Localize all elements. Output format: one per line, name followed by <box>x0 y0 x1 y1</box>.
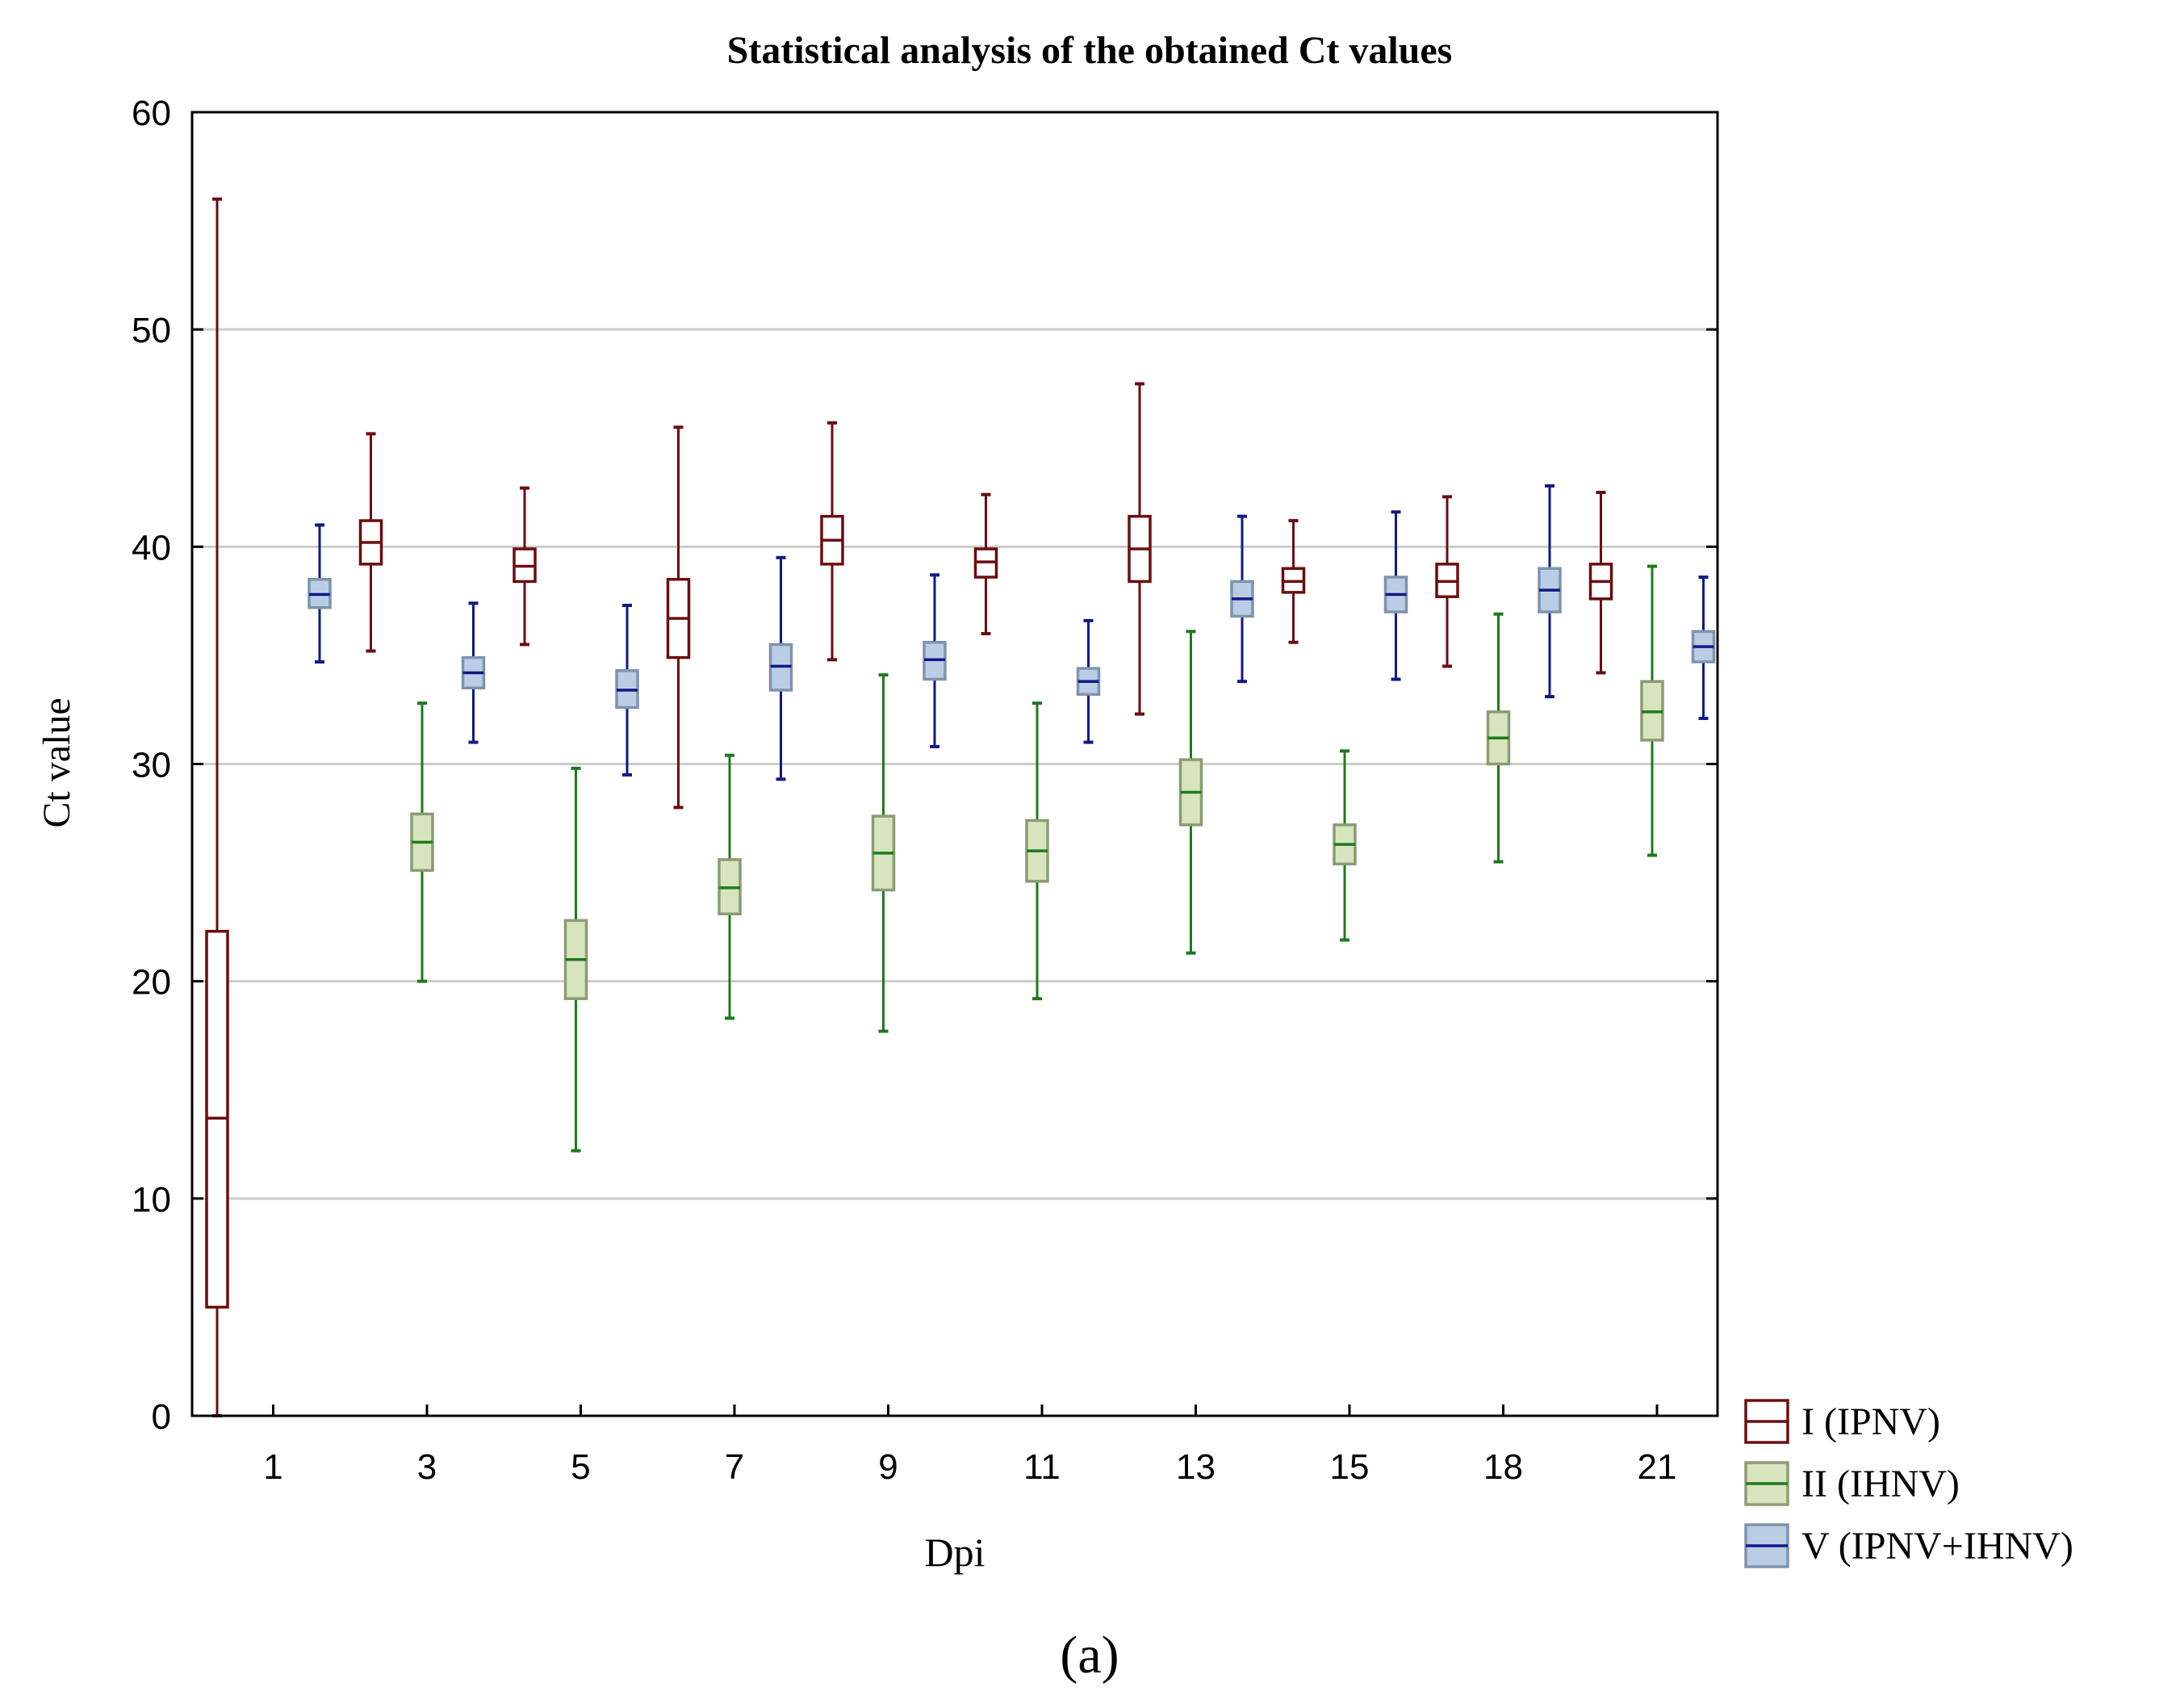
box-I-dpi-7 <box>666 425 691 810</box>
box-V-dpi-7 <box>768 555 793 781</box>
box-V-dpi-1 <box>308 523 332 664</box>
y-axis-label: Ct value <box>36 697 78 827</box>
x-tick-label: 1 <box>263 1447 282 1487</box>
x-tick-label: 15 <box>1330 1447 1370 1487</box>
box-I-dpi-21 <box>1588 491 1613 675</box>
legend-label: II (IHNV) <box>1801 1463 1960 1505</box>
box-I-dpi-18 <box>1435 495 1459 668</box>
box-I-dpi-3 <box>358 432 383 653</box>
x-axis-ticks: 1 3 5 7 9 11 13 15 18 21 <box>263 1404 1676 1487</box>
box-V-dpi-9 <box>923 573 947 748</box>
y-tick-label: 10 <box>132 1180 171 1220</box>
box-II-dpi-9 <box>871 673 896 1033</box>
box-II-dpi-13 <box>1178 630 1203 955</box>
box-series <box>205 197 1716 1417</box>
x-axis-label: Dpi <box>925 1530 985 1575</box>
legend-label: I (IPNV) <box>1801 1400 1940 1443</box>
y-tick-label: 50 <box>132 311 171 350</box>
x-tick-label: 3 <box>417 1447 437 1487</box>
x-tick-label: 5 <box>571 1447 590 1487</box>
plot-frame <box>190 111 1719 1417</box>
box-V-dpi-11 <box>1076 618 1101 744</box>
box-I-dpi-1 <box>205 197 229 1417</box>
box-II-dpi-11 <box>1025 701 1049 1001</box>
box-II-dpi-7 <box>718 753 742 1020</box>
x-tick-label: 13 <box>1176 1447 1216 1487</box>
x-tick-label: 7 <box>725 1447 744 1487</box>
y-tick-label: 20 <box>132 963 171 1003</box>
grid-lines <box>192 328 1718 1200</box>
box-II-dpi-3 <box>410 701 434 983</box>
box-V-dpi-18 <box>1538 484 1562 699</box>
legend-label: V (IPNV+IHNV) <box>1801 1525 2073 1568</box>
box-II-dpi-18 <box>1486 612 1511 864</box>
box-I-dpi-9 <box>820 421 844 662</box>
box-II-dpi-21 <box>1640 564 1664 857</box>
x-tick-label: 18 <box>1483 1447 1523 1487</box>
box-I-dpi-13 <box>1128 382 1152 716</box>
y-tick-label: 40 <box>132 528 171 567</box>
box-V-dpi-21 <box>1691 576 1716 720</box>
y-axis-ticks: 0 10 20 30 40 50 60 <box>132 94 1718 1437</box>
panel-label: (a) <box>1060 1626 1119 1685</box>
y-tick-label: 60 <box>132 94 171 133</box>
legend: I (IPNV) II (IHNV) V (IPNV+IHNV) <box>1744 1399 2073 1568</box>
y-tick-label: 0 <box>152 1397 171 1437</box>
x-tick-label: 9 <box>878 1447 898 1487</box>
y-tick-label: 30 <box>132 746 171 785</box>
box-V-dpi-15 <box>1383 510 1408 681</box>
legend-item: I (IPNV) <box>1744 1399 1940 1444</box>
box-V-dpi-5 <box>615 604 639 777</box>
x-tick-label: 11 <box>1023 1447 1061 1487</box>
box-II-dpi-5 <box>563 766 588 1153</box>
x-tick-label: 21 <box>1638 1447 1677 1487</box>
box-I-dpi-11 <box>973 492 998 635</box>
box-II-dpi-15 <box>1333 749 1357 942</box>
legend-item: II (IHNV) <box>1744 1461 1960 1506</box>
box-V-dpi-3 <box>461 601 486 744</box>
chart-title: Statistical analysis of the obtained Ct … <box>727 29 1453 72</box>
box-I-dpi-15 <box>1281 519 1306 644</box>
box-I-dpi-5 <box>513 486 537 647</box>
legend-item: V (IPNV+IHNV) <box>1744 1523 2073 1568</box>
box-V-dpi-13 <box>1230 514 1254 684</box>
